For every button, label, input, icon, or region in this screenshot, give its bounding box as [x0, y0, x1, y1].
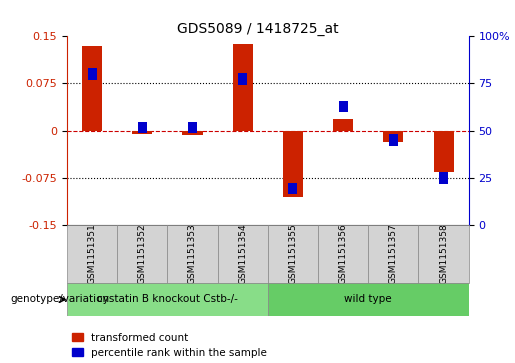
FancyBboxPatch shape [318, 225, 368, 283]
Bar [132, 131, 152, 134]
Text: GSM1151356: GSM1151356 [339, 224, 348, 285]
Text: GSM1151355: GSM1151355 [288, 224, 297, 285]
FancyBboxPatch shape [288, 183, 298, 194]
FancyBboxPatch shape [268, 225, 318, 283]
FancyBboxPatch shape [439, 172, 448, 184]
FancyBboxPatch shape [88, 68, 97, 80]
Bar [82, 46, 102, 131]
Bar [283, 131, 303, 197]
Text: GSM1151351: GSM1151351 [88, 224, 96, 285]
FancyBboxPatch shape [368, 225, 418, 283]
FancyBboxPatch shape [418, 225, 469, 283]
Text: GSM1151357: GSM1151357 [389, 224, 398, 285]
Text: cystatin B knockout Cstb-/-: cystatin B knockout Cstb-/- [97, 294, 238, 305]
Text: GDS5089 / 1418725_at: GDS5089 / 1418725_at [177, 22, 338, 36]
Text: GSM1151358: GSM1151358 [439, 224, 448, 285]
FancyBboxPatch shape [238, 73, 247, 85]
Bar [383, 131, 403, 142]
FancyBboxPatch shape [218, 225, 268, 283]
Text: GSM1151353: GSM1151353 [188, 224, 197, 285]
Bar [233, 44, 253, 131]
FancyBboxPatch shape [338, 101, 348, 113]
Text: GSM1151352: GSM1151352 [138, 224, 147, 285]
Bar [182, 131, 202, 135]
Text: GSM1151354: GSM1151354 [238, 224, 247, 285]
FancyBboxPatch shape [188, 122, 197, 133]
Bar [434, 131, 454, 172]
FancyBboxPatch shape [67, 283, 268, 316]
Text: genotype/variation: genotype/variation [10, 294, 109, 305]
FancyBboxPatch shape [117, 225, 167, 283]
FancyBboxPatch shape [138, 122, 147, 133]
Text: wild type: wild type [345, 294, 392, 305]
FancyBboxPatch shape [167, 225, 218, 283]
FancyBboxPatch shape [67, 225, 117, 283]
Legend: transformed count, percentile rank within the sample: transformed count, percentile rank withi… [72, 333, 267, 358]
Bar [333, 119, 353, 131]
FancyBboxPatch shape [389, 134, 398, 146]
FancyBboxPatch shape [268, 283, 469, 316]
